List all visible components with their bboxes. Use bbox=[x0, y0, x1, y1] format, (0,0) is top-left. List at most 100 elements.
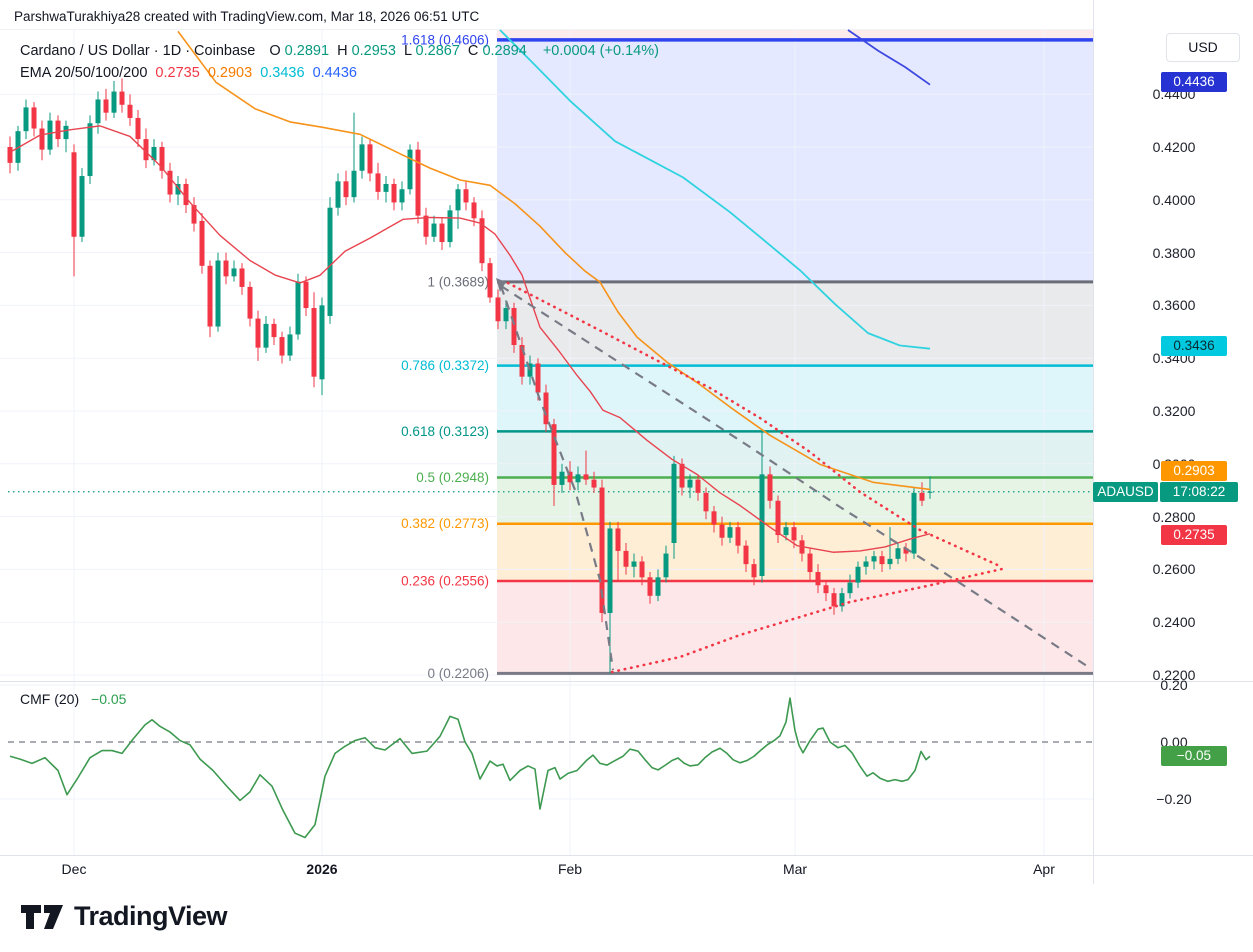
tradingview-logo[interactable]: TradingView bbox=[20, 901, 228, 932]
candle-body bbox=[167, 170, 173, 195]
candle-body bbox=[111, 91, 117, 113]
candle-body bbox=[767, 474, 773, 501]
fib-level-label: 1 (0.3689) bbox=[427, 274, 489, 289]
candle-body bbox=[663, 553, 669, 578]
candle-body bbox=[159, 147, 165, 171]
candle-body bbox=[463, 189, 469, 203]
trendline-arrowhead bbox=[496, 278, 506, 292]
ema100-value: 0.3436 bbox=[260, 65, 305, 81]
candle-body bbox=[751, 564, 757, 578]
candle-body bbox=[519, 345, 525, 377]
candle-body bbox=[791, 527, 797, 541]
currency-toggle-button[interactable]: USD bbox=[1166, 33, 1240, 62]
fib-level-label: 0.236 (0.2556) bbox=[401, 574, 489, 589]
candle-body bbox=[255, 318, 261, 348]
ema50-price-badge: 0.2903 bbox=[1161, 461, 1227, 481]
candle-body bbox=[759, 474, 765, 576]
candle-body bbox=[711, 511, 717, 525]
candle-body bbox=[455, 189, 461, 211]
fib-level-label: 0.382 (0.2773) bbox=[401, 516, 489, 531]
candle-body bbox=[239, 268, 245, 287]
candle-body bbox=[279, 337, 285, 356]
triangle-upper bbox=[506, 281, 1004, 569]
candle-body bbox=[319, 305, 325, 380]
candle-body bbox=[47, 120, 53, 150]
candle-body bbox=[375, 173, 381, 192]
last-price-badge-row: ADAUSD 17:08:22 bbox=[1093, 482, 1238, 502]
candle-body bbox=[431, 223, 437, 237]
candle-body bbox=[623, 550, 629, 567]
time-axis-label-2026[interactable]: 2026 bbox=[306, 861, 337, 877]
change-value: +0.0004 (+0.14%) bbox=[542, 43, 659, 59]
candle-body bbox=[695, 479, 701, 493]
ema-label[interactable]: EMA 20/50/100/200 bbox=[20, 65, 148, 81]
triangle-lower bbox=[610, 567, 1004, 674]
footer-bar: TradingView bbox=[0, 884, 1253, 952]
candle-body bbox=[439, 223, 445, 243]
candle-body bbox=[567, 471, 573, 483]
candle-body bbox=[343, 181, 349, 198]
candle-body bbox=[71, 152, 77, 237]
candle-body bbox=[263, 323, 269, 348]
candle-body bbox=[143, 139, 149, 161]
candle-body bbox=[55, 120, 61, 140]
candle-body bbox=[575, 474, 581, 483]
price-tick-label: 0.2600 bbox=[1152, 561, 1196, 578]
candle-body bbox=[119, 91, 125, 105]
time-axis-label-dec[interactable]: Dec bbox=[62, 861, 87, 877]
price-tick-label: 0.3800 bbox=[1152, 244, 1196, 261]
candle-body bbox=[479, 218, 485, 264]
candle-body bbox=[223, 260, 229, 277]
ema-legend-row[interactable]: EMA 20/50/100/200 0.2735 0.2903 0.3436 0… bbox=[20, 62, 663, 84]
candle-body bbox=[183, 183, 189, 206]
candle-body bbox=[103, 99, 109, 113]
candle-body bbox=[735, 527, 741, 546]
candle-body bbox=[407, 149, 413, 190]
candle-body bbox=[199, 220, 205, 266]
candle-body bbox=[871, 556, 877, 562]
candle-body bbox=[271, 323, 277, 338]
time-axis-label-apr[interactable]: Apr bbox=[1033, 861, 1055, 877]
candle-body bbox=[207, 265, 213, 327]
candle-body bbox=[823, 585, 829, 594]
price-tick-label: 0.4200 bbox=[1152, 139, 1196, 155]
cmf-tick-label: −0.20 bbox=[1156, 791, 1192, 807]
candle-body bbox=[327, 207, 333, 316]
cmf-title[interactable]: CMF (20) bbox=[20, 691, 80, 707]
trendline-steep bbox=[499, 285, 615, 671]
candle-body bbox=[295, 281, 301, 335]
price-tick-label: 0.2400 bbox=[1152, 614, 1196, 631]
candle-body bbox=[471, 202, 477, 219]
candle-body bbox=[87, 123, 93, 177]
candle-body bbox=[415, 149, 421, 216]
price-tick-label: 0.3200 bbox=[1152, 403, 1196, 419]
ema50-value: 0.2903 bbox=[207, 65, 253, 81]
candle-body bbox=[399, 189, 405, 203]
candle-body bbox=[31, 107, 37, 129]
attribution-text: ParshwaTurakhiya28 created with TradingV… bbox=[14, 9, 480, 24]
candle-body bbox=[847, 582, 853, 594]
symbol-legend-row[interactable]: Cardano / US Dollar · 1D · Coinbase O 0.… bbox=[20, 40, 663, 62]
candle-body bbox=[863, 561, 869, 567]
time-axis-label-mar[interactable]: Mar bbox=[783, 861, 807, 877]
price-axis-panel[interactable]: USD 0.4400 0.4200 0.4000 0.3800 0.3600 0.3400… bbox=[1093, 0, 1253, 952]
candle-body bbox=[287, 334, 293, 356]
cmf-legend-row[interactable]: CMF (20) −0.05 bbox=[20, 691, 126, 707]
candle-body bbox=[383, 183, 389, 192]
candle-body bbox=[351, 170, 357, 198]
high-value: 0.2953 bbox=[351, 43, 396, 59]
cmf-value-badge: −0.05 bbox=[1161, 746, 1227, 767]
price-tick-label: 0.4000 bbox=[1152, 191, 1196, 208]
candle-body bbox=[127, 104, 133, 118]
candle-body bbox=[807, 553, 813, 573]
pane-separator bbox=[1094, 681, 1253, 682]
fib-level-label: 0.5 (0.2948) bbox=[416, 470, 489, 485]
time-axis-label-feb[interactable]: Feb bbox=[558, 861, 582, 877]
candle-body bbox=[391, 183, 397, 203]
symbol-title[interactable]: Cardano / US Dollar · 1D · Coinbase bbox=[20, 43, 256, 59]
candle-body bbox=[359, 144, 365, 171]
candle-body bbox=[79, 176, 85, 237]
tradingview-logo-text: TradingView bbox=[74, 901, 228, 931]
cmf-tick-label: 0.20 bbox=[1160, 677, 1188, 693]
